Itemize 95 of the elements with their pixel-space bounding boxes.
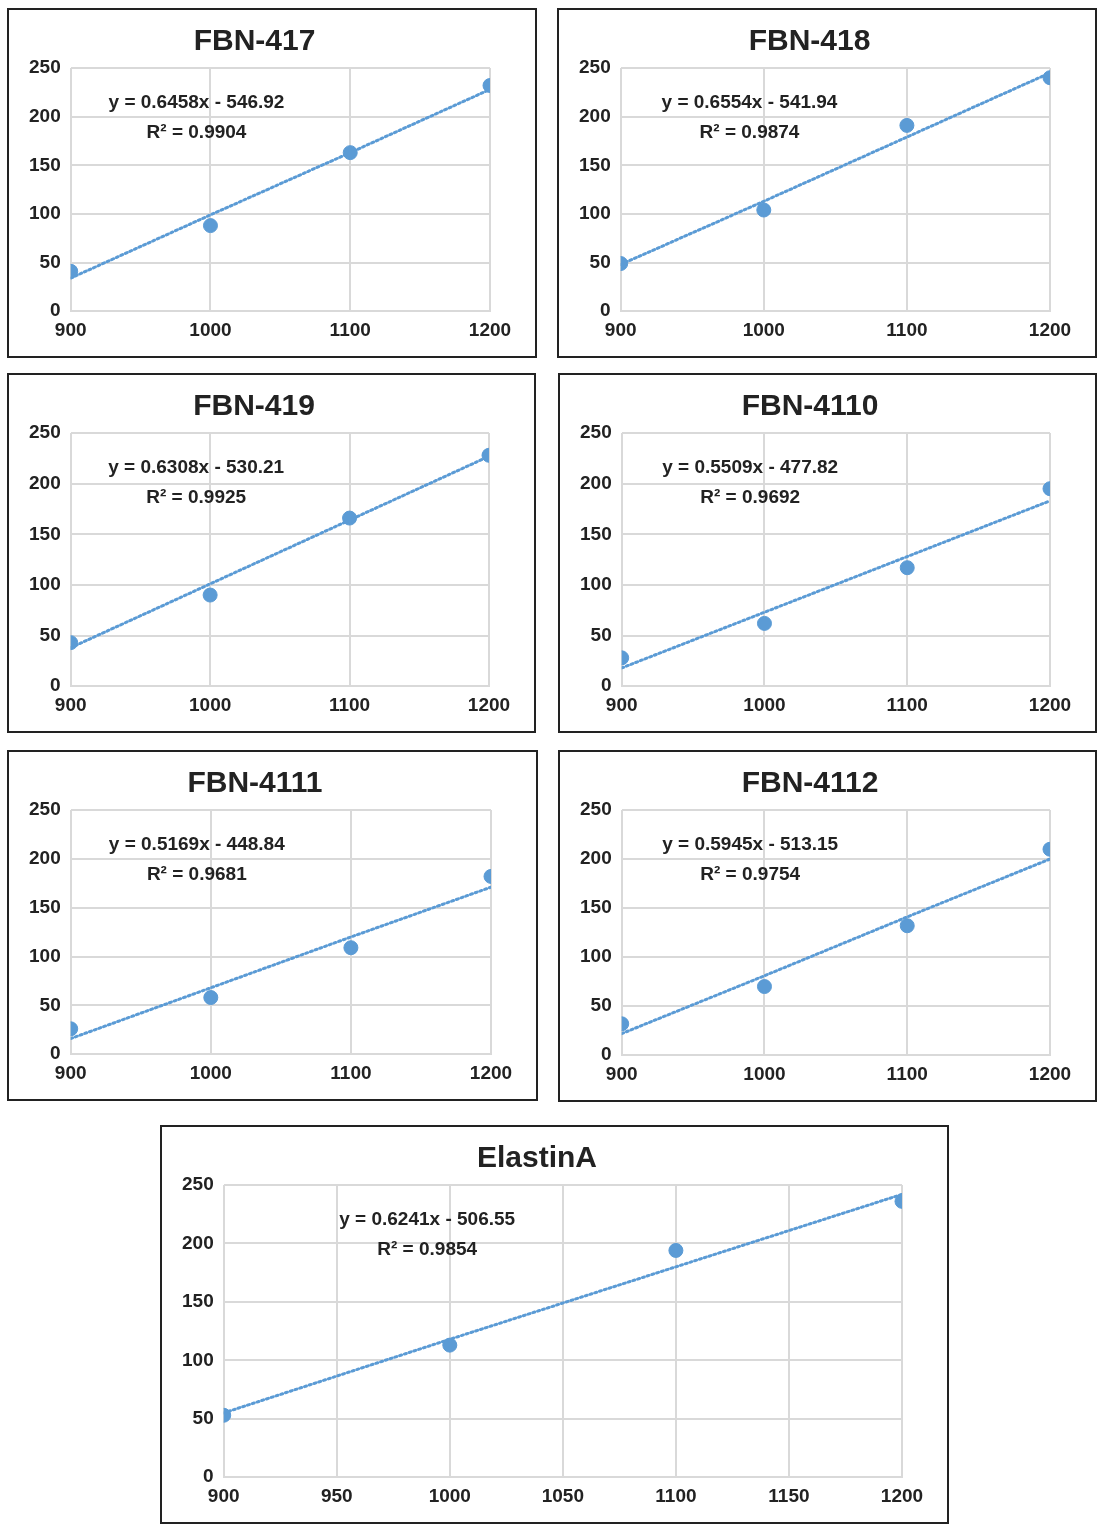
chart-title: ElastinA bbox=[476, 1140, 598, 1174]
y-tick-label: 200 bbox=[182, 1231, 214, 1253]
annotation: y = 0.6308x - 530.21 bbox=[108, 456, 285, 478]
x-tick-label: 1000 bbox=[742, 318, 785, 340]
x-tick-label: 1100 bbox=[655, 1484, 697, 1506]
y-tick-label: 200 bbox=[580, 471, 612, 493]
x-tick-label: 1000 bbox=[188, 693, 232, 715]
y-tick-label: 100 bbox=[580, 573, 612, 595]
x-tick-label: 1200 bbox=[469, 1061, 513, 1083]
y-tick-label: 0 bbox=[50, 1042, 61, 1064]
annotation: y = 0.5169x - 448.84 bbox=[108, 833, 286, 855]
y-tick-label: 200 bbox=[29, 471, 61, 493]
y-tick-label: 150 bbox=[580, 522, 612, 544]
y-tick-label: 150 bbox=[580, 896, 612, 918]
x-tick-label: 1200 bbox=[468, 318, 512, 340]
y-tick-label: 50 bbox=[589, 250, 611, 272]
x-tick-label: 1100 bbox=[886, 693, 928, 715]
y-tick-label: 100 bbox=[580, 945, 612, 967]
x-tick-label: 900 bbox=[605, 1062, 638, 1084]
x-tick-label: 1100 bbox=[886, 1062, 928, 1084]
y-tick-label: 250 bbox=[579, 56, 611, 78]
y-tick-label: 150 bbox=[29, 895, 61, 917]
x-tick-label: 900 bbox=[604, 318, 637, 340]
x-tick-label: 1200 bbox=[1028, 1062, 1072, 1084]
annotation: R² = 0.9681 bbox=[146, 863, 248, 885]
x-tick-label: 1200 bbox=[880, 1484, 924, 1506]
x-tick-label: 1200 bbox=[467, 693, 511, 715]
x-tick-label: 1050 bbox=[541, 1484, 584, 1506]
y-tick-label: 50 bbox=[39, 993, 61, 1015]
y-tick-label: 50 bbox=[192, 1406, 214, 1428]
y-tick-label: 200 bbox=[29, 847, 61, 869]
y-tick-label: 150 bbox=[579, 153, 611, 175]
y-tick-label: 250 bbox=[29, 798, 61, 820]
y-tick-label: 0 bbox=[50, 674, 61, 696]
chart-title: FBN-418 bbox=[748, 23, 871, 57]
annotation: y = 0.5509x - 477.82 bbox=[662, 456, 839, 478]
chart-title: FBN-4112 bbox=[741, 765, 879, 799]
x-tick-label: 1100 bbox=[886, 318, 928, 340]
y-tick-label: 50 bbox=[39, 623, 61, 645]
chart-title: FBN-419 bbox=[193, 388, 315, 422]
x-tick-label: 1150 bbox=[768, 1484, 810, 1506]
annotation: R² = 0.9874 bbox=[699, 121, 800, 143]
annotation: R² = 0.9692 bbox=[700, 486, 801, 508]
y-tick-label: 250 bbox=[29, 56, 61, 78]
y-tick-label: 250 bbox=[580, 798, 612, 820]
annotation: R² = 0.9754 bbox=[700, 863, 801, 885]
y-tick-label: 150 bbox=[182, 1290, 214, 1312]
x-tick-label: 1000 bbox=[189, 318, 232, 340]
y-tick-label: 0 bbox=[203, 1465, 214, 1487]
x-tick-label: 1100 bbox=[330, 1061, 372, 1083]
annotation: y = 0.6458x - 546.92 bbox=[108, 91, 285, 113]
y-tick-label: 0 bbox=[50, 299, 61, 321]
x-tick-label: 1200 bbox=[1028, 693, 1072, 715]
y-tick-label: 250 bbox=[580, 421, 612, 443]
x-tick-label: 1000 bbox=[743, 693, 786, 715]
annotation: y = 0.5945x - 513.15 bbox=[662, 833, 839, 855]
y-tick-label: 150 bbox=[29, 153, 61, 175]
x-tick-label: 900 bbox=[54, 693, 87, 715]
annotation: y = 0.6241x - 506.55 bbox=[339, 1208, 516, 1230]
x-tick-label: 900 bbox=[54, 318, 87, 340]
x-tick-label: 1000 bbox=[428, 1484, 471, 1506]
chart-title: FBN-4110 bbox=[741, 388, 879, 422]
x-tick-label: 950 bbox=[320, 1484, 353, 1506]
line-series bbox=[70, 885, 491, 1041]
y-tick-label: 50 bbox=[39, 250, 61, 272]
chart-title: FBN-4111 bbox=[187, 765, 323, 799]
chart-title: FBN-417 bbox=[193, 23, 316, 57]
y-tick-label: 50 bbox=[590, 623, 612, 645]
y-tick-label: 0 bbox=[600, 299, 611, 321]
y-tick-label: 200 bbox=[580, 847, 612, 869]
y-tick-label: 250 bbox=[29, 421, 61, 443]
y-tick-label: 200 bbox=[29, 104, 61, 126]
x-tick-label: 1100 bbox=[329, 318, 371, 340]
x-tick-label: 1000 bbox=[743, 1062, 786, 1084]
x-tick-label: 1100 bbox=[328, 693, 371, 715]
annotation: R² = 0.9925 bbox=[146, 486, 247, 508]
y-tick-label: 0 bbox=[601, 1043, 612, 1065]
y-tick-label: 50 bbox=[590, 994, 612, 1016]
annotation: R² = 0.9904 bbox=[146, 121, 247, 143]
x-tick-label: 1200 bbox=[1028, 318, 1072, 340]
y-tick-label: 200 bbox=[579, 104, 611, 126]
y-tick-label: 100 bbox=[29, 202, 61, 224]
x-tick-label: 900 bbox=[207, 1484, 240, 1506]
y-tick-label: 250 bbox=[182, 1173, 214, 1195]
y-tick-label: 100 bbox=[29, 573, 61, 595]
y-tick-label: 0 bbox=[601, 674, 612, 696]
annotation: R² = 0.9854 bbox=[377, 1238, 478, 1260]
x-tick-label: 900 bbox=[605, 693, 638, 715]
y-tick-label: 100 bbox=[182, 1348, 214, 1370]
y-tick-label: 100 bbox=[29, 944, 61, 966]
x-tick-label: 1000 bbox=[189, 1061, 232, 1083]
x-tick-label: 900 bbox=[54, 1061, 87, 1083]
y-tick-label: 100 bbox=[579, 202, 611, 224]
y-tick-label: 150 bbox=[29, 522, 61, 544]
annotation: y = 0.6554x - 541.94 bbox=[661, 91, 838, 113]
